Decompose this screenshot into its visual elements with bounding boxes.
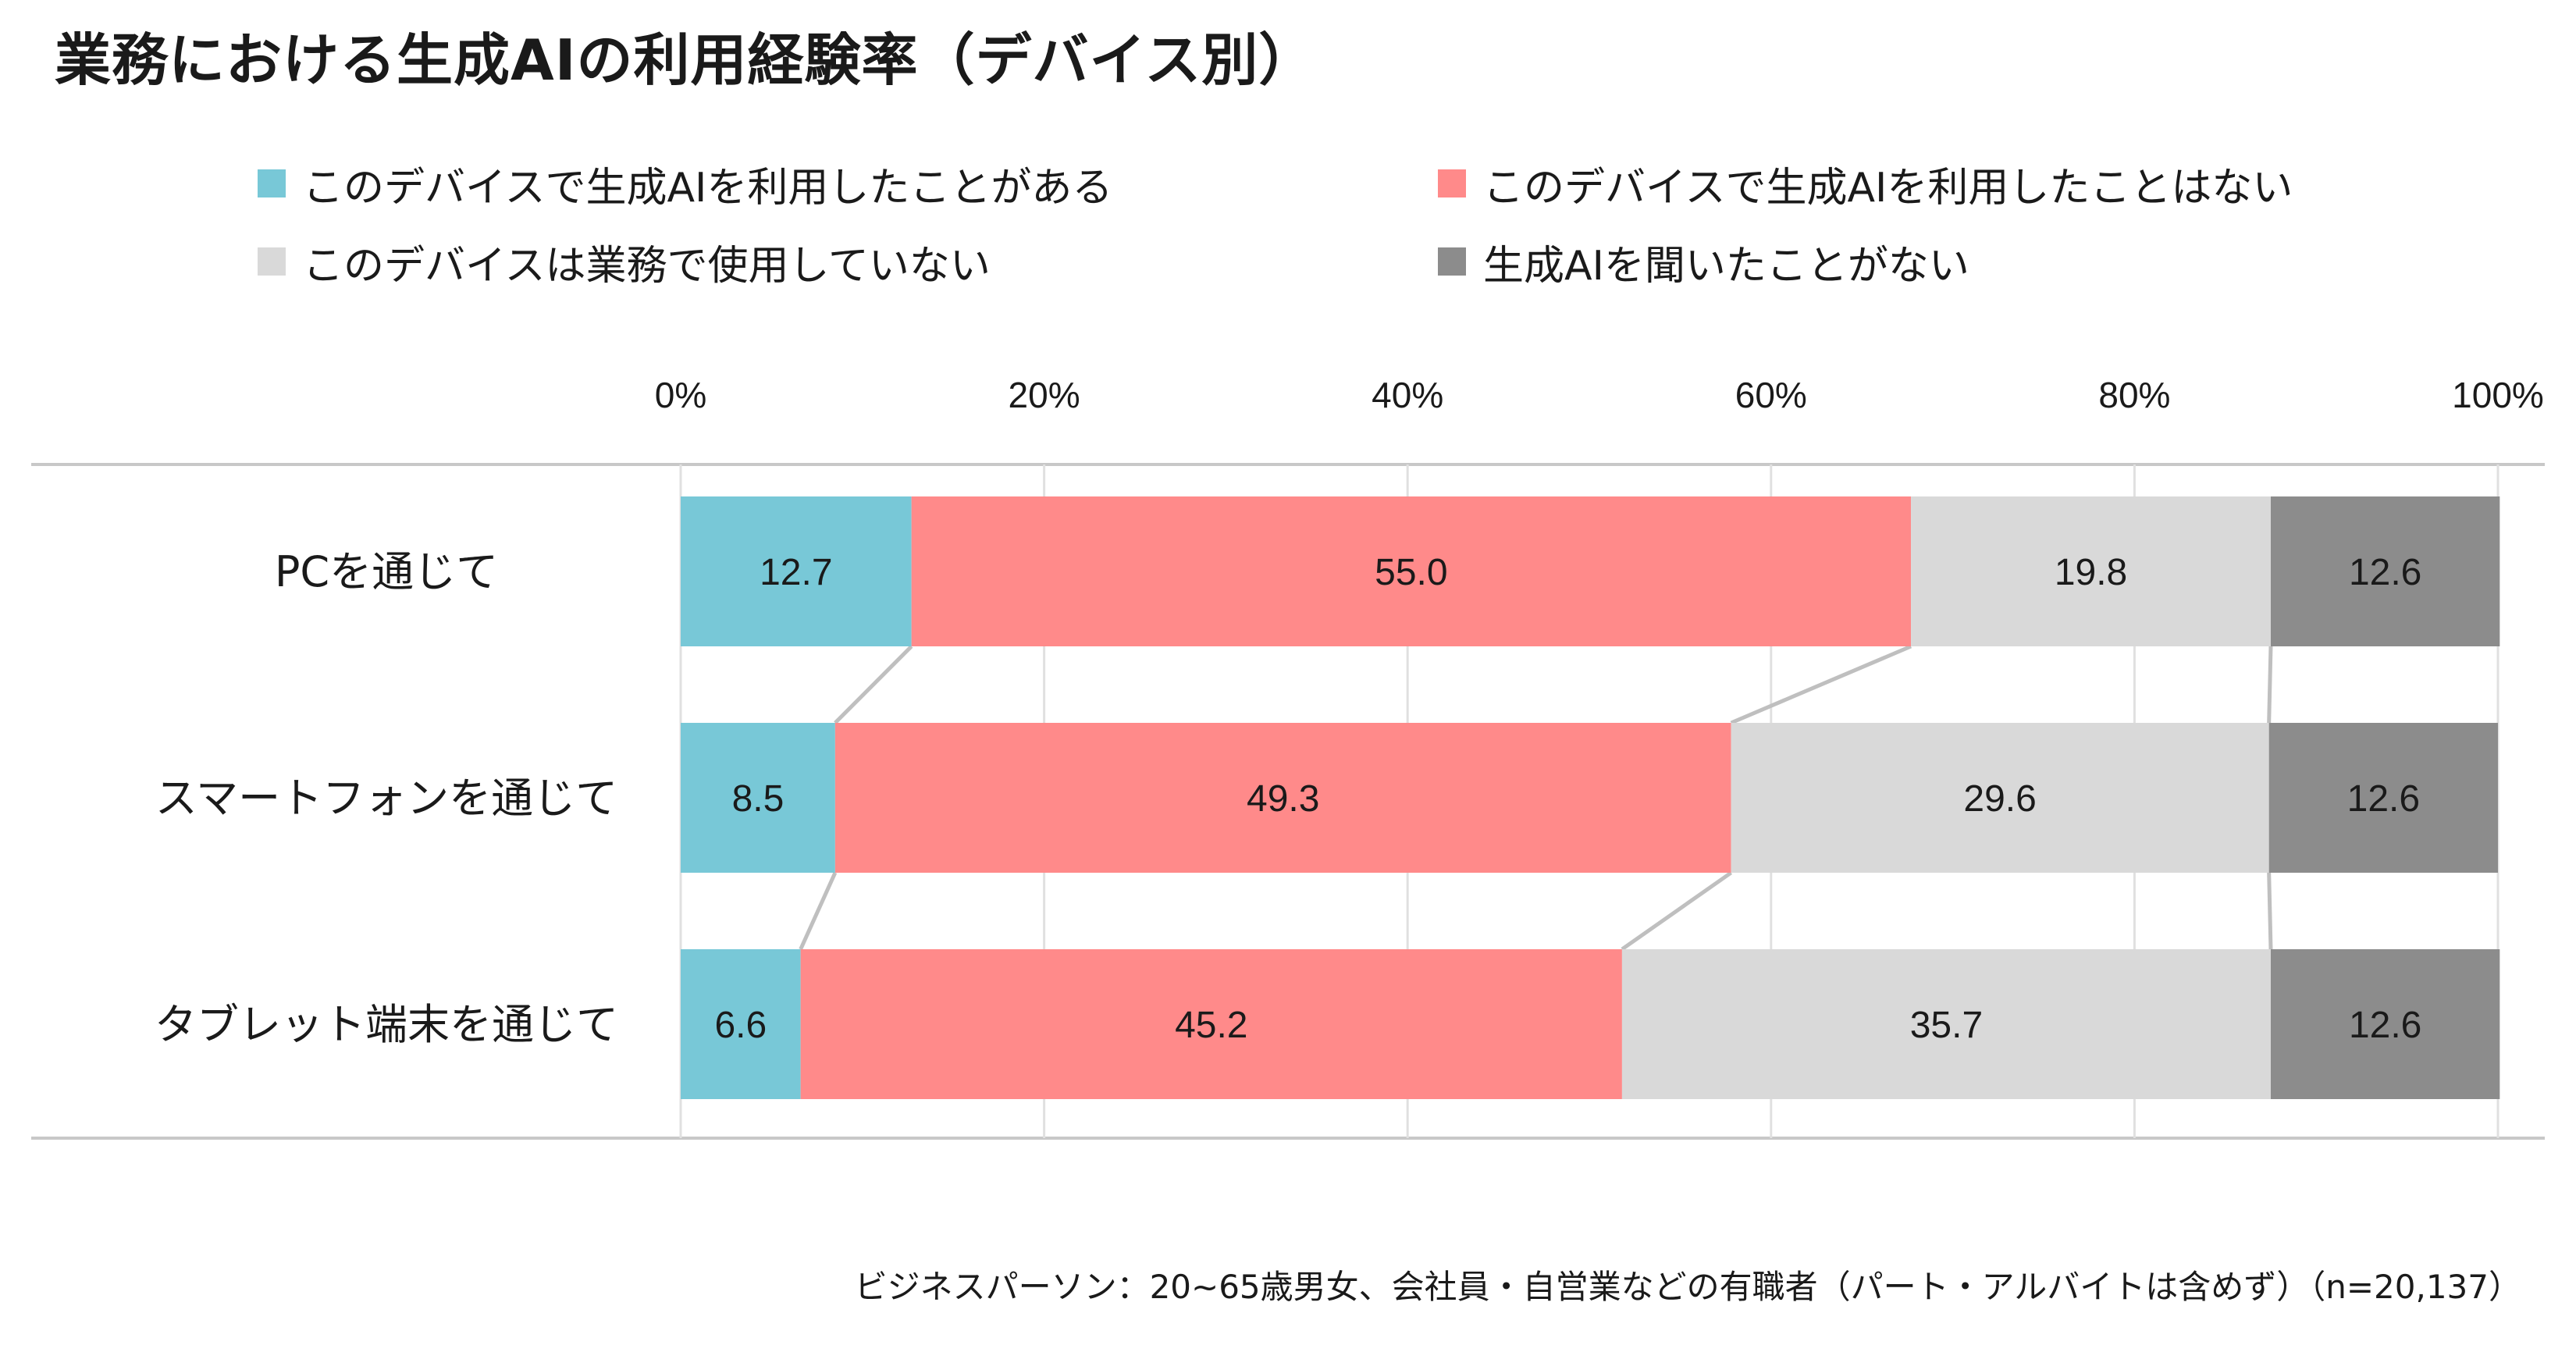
- category-label: スマートフォンを通じて: [155, 774, 617, 823]
- x-tick-label: 80%: [2098, 375, 2170, 415]
- legend-label-used: このデバイスで生成AIを利用したことがある: [303, 164, 1113, 212]
- bar-segment: [681, 723, 835, 873]
- series-connector-line: [799, 871, 838, 951]
- x-tick-label: 60%: [1735, 375, 1807, 415]
- bar-segment: [2271, 496, 2500, 646]
- series-connector-line: [2267, 872, 2273, 950]
- legend-label-not-used: このデバイスで生成AIを利用したことはない: [1483, 164, 2293, 212]
- bar-segment: [2268, 723, 2498, 873]
- data-label: 45.2: [1175, 1005, 1247, 1046]
- bar-segment: [1911, 496, 2271, 646]
- x-tick-label: 100%: [2452, 375, 2544, 415]
- data-label: 19.8: [2055, 552, 2127, 593]
- bar-segment: [681, 949, 801, 1099]
- legend-swatch-not-used: [1438, 169, 1466, 197]
- legend-label-never-heard: 生成AIを聞いたことがない: [1483, 242, 1969, 290]
- bar-segment: [911, 496, 1912, 646]
- legend-swatch-not-for-work: [258, 247, 286, 276]
- chart-title: 業務における生成AIの利用経験率（デバイス別）: [55, 27, 1316, 93]
- data-label: 55.0: [1375, 552, 1447, 593]
- data-label: 6.6: [714, 1005, 767, 1046]
- legend-item-not-used: このデバイスで生成AIを利用したことはない: [1438, 152, 2293, 215]
- series-connector-line: [834, 645, 913, 724]
- data-label: 8.5: [732, 778, 785, 820]
- data-label: 12.6: [2349, 1005, 2421, 1046]
- bar-segment: [1621, 949, 2271, 1099]
- series-connector-line: [2267, 646, 2273, 724]
- legend-item-used: このデバイスで生成AIを利用したことがある: [258, 152, 1112, 215]
- data-label: 49.3: [1247, 778, 1319, 820]
- x-tick-label: 0%: [655, 375, 706, 415]
- bar-segment: [800, 949, 1622, 1099]
- data-label: 12.6: [2349, 552, 2421, 593]
- data-label: 12.7: [760, 552, 832, 593]
- legend-swatch-never-heard: [1438, 247, 1466, 276]
- legend-swatch-used: [258, 169, 286, 197]
- data-label: 12.6: [2347, 778, 2420, 820]
- legend-label-not-for-work: このデバイスは業務で使用していない: [303, 242, 991, 290]
- bar-segment: [834, 723, 1731, 873]
- bar-segment: [1731, 723, 2269, 873]
- bar-segment: [2271, 949, 2500, 1099]
- category-label: PCを通じて: [275, 547, 498, 596]
- legend-item-never-heard: 生成AIを聞いたことがない: [1438, 230, 1969, 293]
- legend-item-not-for-work: このデバイスは業務で使用していない: [258, 230, 991, 293]
- x-tick-label: 20%: [1009, 375, 1080, 415]
- series-connector-line: [1730, 644, 1912, 725]
- footnote: ビジネスパーソン：20~65歳男女、会社員・自営業などの有職者（パート・アルバイ…: [854, 1268, 2521, 1306]
- bar-segment: [681, 496, 912, 646]
- category-label: タブレット端末を通じて: [155, 1000, 618, 1049]
- data-label: 35.7: [1910, 1005, 1983, 1046]
- data-label: 29.6: [1963, 778, 2036, 820]
- series-connector-line: [1621, 870, 1733, 952]
- x-tick-label: 40%: [1372, 375, 1443, 415]
